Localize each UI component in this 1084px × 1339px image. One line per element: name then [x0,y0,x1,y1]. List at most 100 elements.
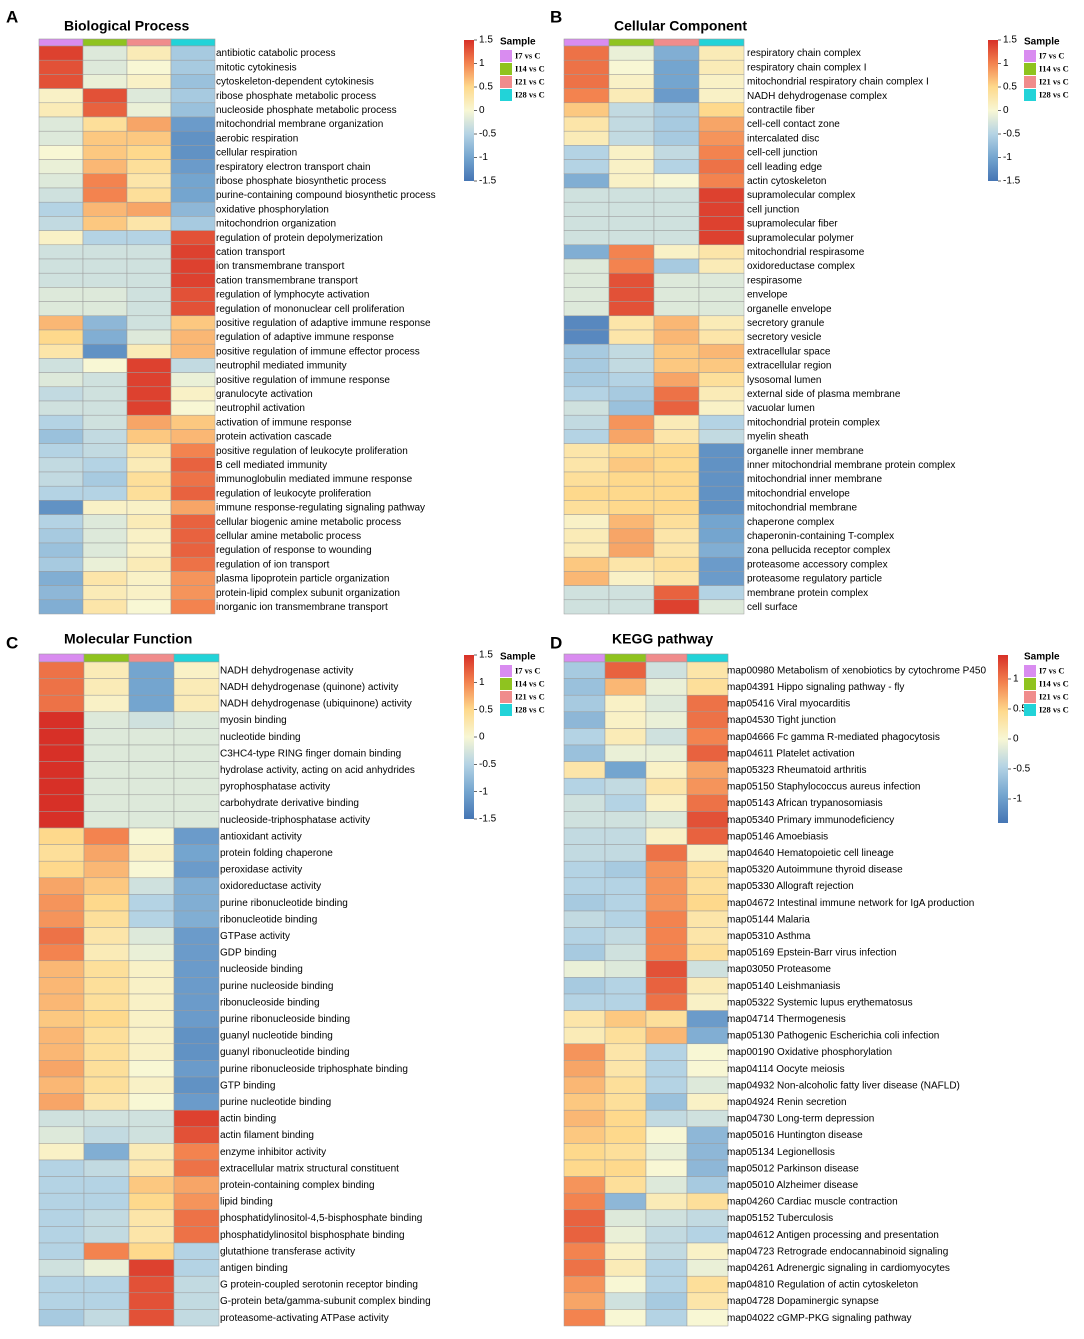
row-label: map04022 cGMP-PKG signaling pathway [727,1313,912,1324]
heatmap-cell [38,585,84,601]
heatmap-cell [38,860,85,879]
colorbar: 1 0.5 0 -0.5 -1 [998,655,1031,823]
heatmap-cell [653,130,700,146]
heatmap-cell [83,1259,130,1277]
heatmap-cell [563,1143,606,1161]
heatmap-cell [604,1259,647,1277]
heatmap-cell [608,514,655,530]
colorbar-gradient [464,40,474,181]
heatmap-cell [126,287,172,302]
row-label: regulation of response to wounding [216,545,372,556]
heatmap-cell [653,216,700,231]
heatmap-cell [170,457,216,473]
row-label: map04728 Dopaminergic synapse [727,1296,879,1307]
heatmap-cell [126,485,172,501]
heatmap-cell [38,960,85,978]
heatmap-cell [563,927,606,945]
row-label: map05416 Viral myocarditis [727,699,850,710]
row-label: mitochondrion organization [216,219,336,230]
heatmap-cell [563,216,610,231]
row-label: supramolecular fiber [747,219,838,230]
heatmap-cell [563,860,606,879]
row-label: contractile fiber [747,105,815,116]
heatmap-cell [608,386,655,402]
heatmap-cell [170,287,216,302]
heatmap-cell [173,1292,220,1310]
heatmap-cell [686,1226,729,1244]
heatmap-cell [608,372,655,388]
heatmap-cell [604,1275,647,1294]
heatmap-cell [173,794,220,812]
heatmap-cell [653,329,700,345]
heatmap-cell [563,599,610,615]
heatmap-cell [608,329,655,345]
heatmap-cell [686,927,729,945]
heatmap-cell [653,272,700,288]
heatmap-cell [686,1126,729,1144]
heatmap-cell [653,244,700,260]
heatmap-cell [38,400,84,416]
heatmap-cell [126,216,172,231]
row-label: map05140 Leishmaniasis [727,981,840,992]
heatmap-cell [38,45,84,61]
heatmap-cell [698,599,745,615]
sample-legend: Sample I7 vs C I14 vs C I21 vs C I28 vs C [500,37,545,101]
heatmap-cell [82,159,128,175]
legend-swatch [1024,63,1036,75]
heatmap-cell [170,244,216,260]
heatmap-cell [38,159,84,175]
legend-title: Sample [1024,652,1060,663]
heatmap-cell [645,794,688,812]
heatmap-cell [126,443,172,459]
heatmap-cell [604,943,647,962]
heatmap-cell [38,1043,85,1061]
heatmap-cell [170,187,216,203]
heatmap-cell [563,429,610,444]
heatmap-cell [83,877,130,895]
heatmap-cell [698,542,745,558]
heatmap-cell [38,1209,85,1227]
row-label: cell-cell contact zone [747,119,840,130]
heatmap-cell [563,1309,606,1327]
heatmap-cell [170,599,216,615]
row-label: intercalated disc [747,133,819,144]
row-label: map04530 Tight junction [727,715,836,726]
heatmap-cell [170,315,216,331]
heatmap-cell [83,1242,130,1260]
row-label: hydrolase activity, acting on acid anhyd… [220,765,415,776]
heatmap-cell [82,287,128,302]
heatmap-cell [83,1076,130,1094]
legend-label: I21 vs C [515,691,545,701]
heatmap-cell [38,827,85,845]
heatmap-cell [653,315,700,331]
heatmap-cell [173,1259,220,1277]
heatmap-cell [128,910,175,928]
heatmap-cell [686,811,729,829]
heatmap-cell [128,1076,175,1094]
row-label: purine nucleotide binding [220,1097,331,1108]
row-label: extracellular matrix structural constitu… [220,1163,399,1174]
heatmap-cell [128,977,175,995]
heatmap-cell [173,711,220,729]
heatmap-cell [563,1192,606,1211]
heatmap-cell [126,301,172,317]
row-label: map05169 Epstein-Barr virus infection [727,948,897,959]
heatmap-cell [170,443,216,459]
heatmap-cell [698,485,745,501]
heatmap-cell [563,88,610,104]
heatmap-cell [38,1259,85,1277]
heatmap-cell [563,1093,606,1111]
heatmap-cell [38,894,85,912]
heatmap-cell [698,130,745,146]
heatmap-cell [563,877,606,895]
colorbar-tick-label: -0.5 [1013,764,1031,775]
heatmap-cell [128,943,175,962]
heatmap-cell [698,258,745,274]
heatmap-cell [653,514,700,530]
heatmap-cell [645,877,688,895]
heatmap-cell [563,1209,606,1227]
heatmap-cell [563,414,610,430]
row-label: map05012 Parkinson disease [727,1163,859,1174]
row-label: inorganic ion transmembrane transport [216,602,388,613]
heatmap-cell [698,386,745,402]
